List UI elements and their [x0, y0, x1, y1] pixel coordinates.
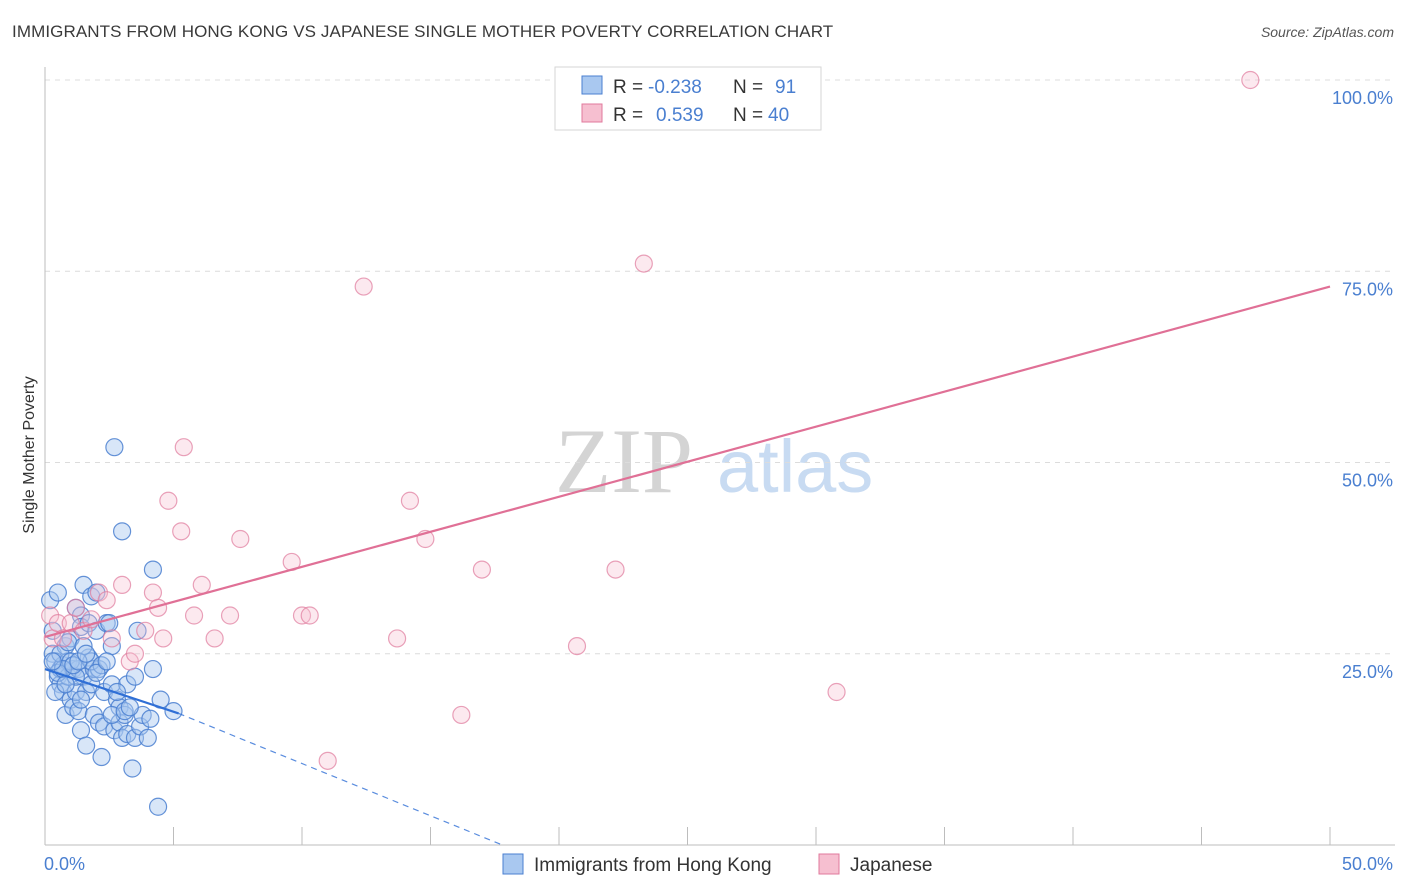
series-hong-kong-points — [41, 438, 183, 816]
point-hong-kong — [148, 797, 168, 816]
point-hong-kong — [71, 690, 91, 709]
bottom-legend-swatch-pink — [818, 853, 840, 875]
series-japanese-points — [41, 70, 1260, 770]
point-hong-kong — [77, 736, 96, 755]
point-japanese — [172, 522, 191, 541]
point-japanese — [472, 560, 491, 579]
point-hong-kong — [87, 663, 106, 682]
point-japanese — [174, 438, 193, 457]
point-hong-kong — [69, 702, 88, 721]
point-japanese — [112, 575, 132, 595]
point-hong-kong — [118, 675, 137, 694]
point-hong-kong — [120, 698, 139, 717]
trend-lines — [44, 285, 1331, 846]
point-japanese — [387, 629, 407, 648]
point-hong-kong — [141, 709, 160, 728]
point-hong-kong — [143, 560, 163, 579]
point-japanese — [827, 682, 846, 702]
point-japanese — [66, 598, 85, 617]
point-hong-kong — [105, 438, 124, 457]
legend-n-label-pink: N = — [733, 105, 763, 126]
point-japanese — [192, 575, 211, 595]
legend-r-value-blue: -0.238 — [648, 77, 702, 98]
point-hong-kong — [43, 652, 62, 671]
y-tick-labels: 25.0% 50.0% 75.0% 100.0% — [1332, 88, 1393, 682]
point-japanese — [136, 621, 155, 640]
point-japanese — [567, 636, 587, 656]
y-tick-75: 75.0% — [1342, 279, 1393, 299]
y-axis-label: Single Mother Poverty — [21, 376, 38, 533]
point-hong-kong — [128, 621, 147, 640]
point-japanese — [159, 491, 178, 510]
legend-top: R = -0.238 N = 91 R = 0.539 N = 40 — [554, 66, 822, 131]
legend-n-value-pink: 40 — [768, 105, 789, 126]
point-hong-kong — [97, 652, 116, 671]
watermark: ZIP atlas — [555, 410, 873, 512]
point-japanese — [292, 606, 312, 625]
point-hong-kong — [138, 728, 157, 748]
point-hong-kong — [46, 682, 65, 702]
x-tick-min: 0.0% — [44, 854, 85, 874]
source-label: Source: ZipAtlas.com — [1260, 24, 1394, 40]
legend-r-label-pink: R = — [613, 105, 643, 126]
point-japanese — [102, 629, 121, 648]
point-japanese — [154, 629, 173, 648]
legend-swatch-pink — [581, 103, 603, 123]
y-tick-50: 50.0% — [1342, 471, 1393, 491]
point-japanese — [606, 560, 625, 579]
point-japanese — [125, 644, 145, 663]
point-japanese — [318, 751, 337, 770]
chart-title: IMMIGRANTS FROM HONG KONG VS JAPANESE SI… — [12, 22, 834, 41]
trend-line-hong-kong — [44, 668, 179, 715]
point-japanese — [231, 529, 250, 549]
point-japanese — [184, 606, 204, 625]
point-hong-kong — [71, 721, 91, 740]
bottom-legend-label-blue: Immigrants from Hong Kong — [534, 855, 772, 876]
point-hong-kong — [41, 591, 60, 610]
point-hong-kong — [123, 759, 142, 778]
axes — [44, 67, 1395, 846]
point-hong-kong — [125, 728, 145, 748]
point-hong-kong — [77, 644, 96, 663]
point-japanese — [634, 254, 653, 273]
point-hong-kong — [48, 583, 67, 602]
legend-r-value-pink: 0.539 — [656, 105, 704, 126]
bottom-legend-swatch-blue — [502, 853, 524, 875]
trend-line-hong-kong-extension — [178, 712, 503, 846]
legend-bottom: Immigrants from Hong Kong Japanese — [502, 853, 932, 876]
point-japanese — [354, 277, 373, 296]
point-japanese — [205, 629, 224, 648]
watermark-zip: ZIP — [555, 410, 693, 512]
point-japanese — [1241, 70, 1260, 90]
trend-line-japanese — [44, 285, 1331, 638]
point-hong-kong — [125, 667, 145, 686]
legend-swatch-blue — [581, 75, 603, 95]
gridlines — [45, 79, 1395, 655]
point-japanese — [300, 606, 319, 625]
point-hong-kong — [92, 747, 111, 767]
point-japanese — [400, 491, 420, 510]
point-hong-kong — [69, 652, 88, 671]
point-hong-kong — [143, 659, 163, 679]
point-japanese — [97, 591, 116, 610]
point-hong-kong — [112, 522, 132, 541]
point-japanese — [143, 583, 163, 602]
legend-r-label-blue: R = — [613, 77, 643, 98]
watermark-atlas: atlas — [717, 425, 873, 508]
point-japanese — [452, 705, 471, 725]
legend-n-label-blue: N = — [733, 77, 763, 98]
y-tick-100: 100.0% — [1332, 88, 1393, 108]
x-tick-labels: 0.0% 50.0% — [44, 854, 1393, 874]
x-tick-max: 50.0% — [1342, 854, 1393, 874]
bottom-legend-label-pink: Japanese — [850, 855, 932, 876]
y-tick-25: 25.0% — [1342, 662, 1393, 682]
point-japanese — [220, 606, 240, 625]
point-japanese — [41, 606, 60, 625]
point-japanese — [89, 583, 109, 602]
legend-n-value-blue: 91 — [775, 77, 796, 98]
